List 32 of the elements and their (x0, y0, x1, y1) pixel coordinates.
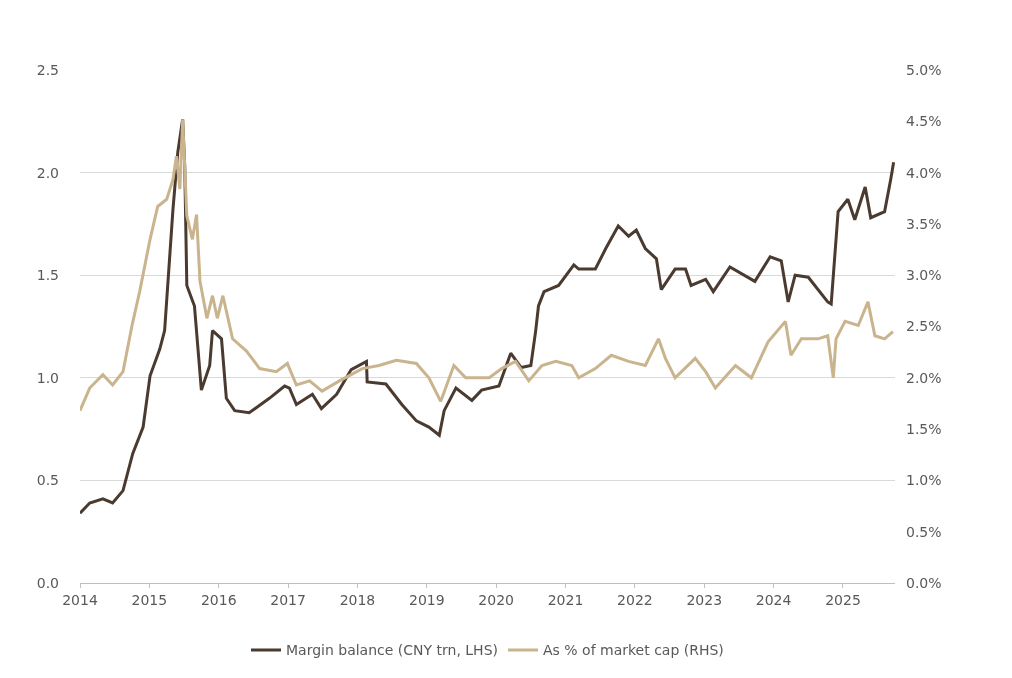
line-series (80, 117, 895, 413)
x-tick-label: 2023 (686, 591, 723, 608)
y2-tick-label: 1.5% (906, 421, 942, 437)
x-tick-label: 2022 (617, 591, 653, 608)
x-tick-label: 2017 (270, 591, 306, 608)
x-tick-label: 2021 (547, 591, 584, 608)
y-tick-label: 2.5 (36, 61, 59, 78)
y-tick-label: 0.0 (36, 574, 59, 591)
x-tick-label: 2025 (825, 591, 861, 608)
y2-tick-label: 0.5% (906, 523, 942, 540)
x-tick-label: 2015 (131, 591, 168, 608)
x-tick-label: 2024 (755, 591, 792, 608)
y2-tick-label: 2.0% (906, 369, 942, 386)
x-tick-label: 2016 (200, 591, 237, 608)
y-tick-label: 0.5 (36, 472, 59, 489)
y2-tick-label: 2.5% (906, 318, 942, 335)
y2-tick-label: 1.0% (906, 472, 942, 489)
x-tick-label: 2018 (339, 591, 376, 608)
y2-tick-label: 3.0% (906, 267, 942, 284)
x-tick-label: 2019 (408, 591, 445, 608)
y2-tick-label: 4.0% (906, 164, 942, 181)
y-tick-label: 1.5 (36, 267, 59, 284)
legend-label: Margin balance (CNY trn, LHS) (286, 642, 498, 659)
x-tick-label: 2014 (62, 591, 98, 608)
y-tick-label: 2.0 (36, 164, 59, 181)
legend-label: As % of market cap (RHS) (543, 642, 724, 659)
y2-tick-label: 5.0% (906, 61, 942, 78)
y-tick-label: 1.0 (36, 369, 59, 386)
y2-tick-label: 4.5% (906, 113, 942, 130)
y2-tick-label: 3.5% (906, 215, 942, 232)
x-tick-label: 2020 (478, 591, 514, 608)
y2-tick-label: 0.0% (906, 574, 942, 591)
